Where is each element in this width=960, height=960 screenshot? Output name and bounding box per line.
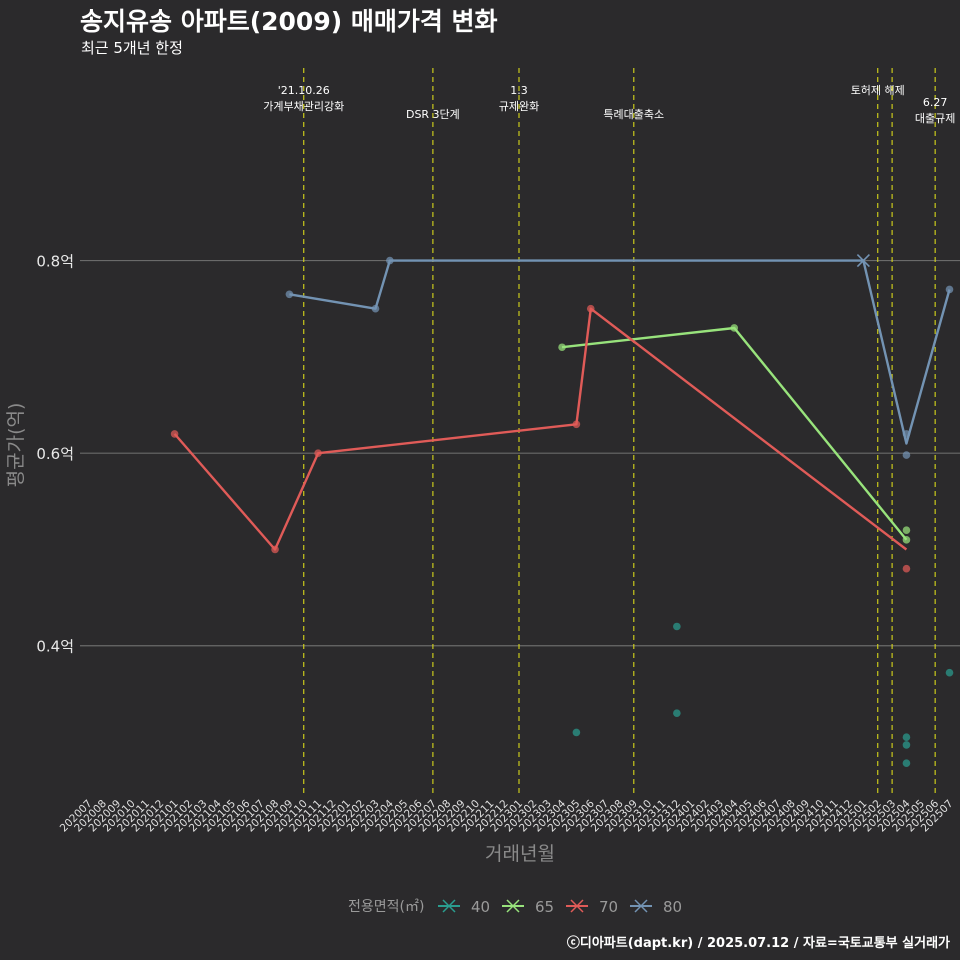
point-70-2 — [314, 449, 322, 457]
point-80-3 — [902, 430, 911, 438]
event-label-6-1: 대출규제 — [915, 112, 955, 125]
x-axis-ticks: 2020072020082020092020102020112020122021… — [58, 797, 956, 834]
point-65-0 — [558, 343, 566, 352]
legend-label-80: 80 — [663, 898, 682, 916]
legend-key-x-65 — [506, 899, 520, 913]
point-65-2 — [902, 526, 911, 534]
point-80-2 — [386, 256, 394, 265]
point-80-5 — [945, 285, 954, 294]
caption: ⓒ디아파트(dapt.kr) / 2025.07.12 / 자료=국토교통부 실… — [567, 935, 950, 951]
point-70-0 — [170, 430, 179, 438]
y-axis-ticks: 0.4억 0.6억 0.8억 — [36, 253, 74, 656]
point-70-1 — [271, 545, 279, 554]
event-label-4-0: 토허제 해제 — [851, 83, 905, 97]
point-80-4 — [902, 451, 911, 459]
legend-entry-40: 40 — [438, 898, 490, 916]
series-layer — [170, 254, 954, 768]
legend-label-40: 40 — [471, 898, 490, 916]
series-line-65 — [561, 326, 908, 541]
point-40-2 — [673, 709, 681, 717]
point-70-3 — [572, 420, 581, 429]
legend-entry-65: 65 — [502, 898, 554, 916]
event-label-2-0: 1.3 — [510, 84, 528, 97]
legend-title: 전용면적(㎡) — [348, 899, 424, 915]
event-label-6-0: 6.27 — [923, 96, 948, 109]
point-80-0 — [285, 290, 294, 299]
x-axis-label: 거래년월 — [485, 843, 555, 865]
legend-label-65: 65 — [535, 898, 554, 916]
series-70 — [170, 304, 911, 573]
chart-title: 송지유송 아파트(2009) 매매가격 변화 — [80, 7, 498, 36]
series-line-80 — [289, 259, 951, 445]
series-65 — [558, 324, 911, 544]
event-label-0-1: 가계부채관리강화 — [263, 100, 344, 113]
legend: 전용면적(㎡) 40 65 70 80 — [348, 898, 682, 916]
legend-key-x-80 — [634, 899, 648, 913]
chart-subtitle: 최근 5개년 한정 — [81, 39, 183, 57]
point-65-3 — [902, 536, 911, 544]
point-65-1 — [730, 324, 739, 332]
y-tick-label-2: 0.8억 — [36, 253, 74, 271]
point-70-5 — [902, 564, 911, 573]
point-40-5 — [902, 759, 911, 768]
x-marker-80-0 — [856, 254, 870, 268]
y-tick-label-0: 0.4억 — [36, 638, 74, 656]
point-80-1 — [371, 304, 380, 313]
legend-label-70: 70 — [599, 898, 618, 916]
point-70-4 — [586, 304, 595, 313]
series-line-70 — [173, 307, 908, 551]
point-40-0 — [572, 728, 581, 737]
legend-key-x-70 — [570, 899, 584, 913]
event-label-1-0: DSR 3단계 — [406, 108, 460, 121]
legend-entry-80: 80 — [630, 898, 682, 916]
y-axis-label: 평균가(억) — [5, 403, 27, 488]
point-40-4 — [902, 741, 911, 749]
point-40-3 — [902, 733, 911, 742]
event-label-3-0: 특례대출축소 — [603, 108, 664, 121]
point-40-6 — [945, 668, 954, 677]
event-label-2-1: 규제완화 — [499, 100, 539, 113]
event-label-0-0: '21.10.26 — [278, 84, 330, 97]
series-40 — [572, 622, 954, 768]
grid-lines — [80, 259, 960, 647]
y-tick-label-1: 0.6억 — [36, 445, 74, 463]
point-40-1 — [673, 622, 681, 631]
legend-key-x-40 — [442, 899, 456, 913]
legend-entry-70: 70 — [566, 898, 618, 916]
series-80 — [285, 254, 954, 459]
